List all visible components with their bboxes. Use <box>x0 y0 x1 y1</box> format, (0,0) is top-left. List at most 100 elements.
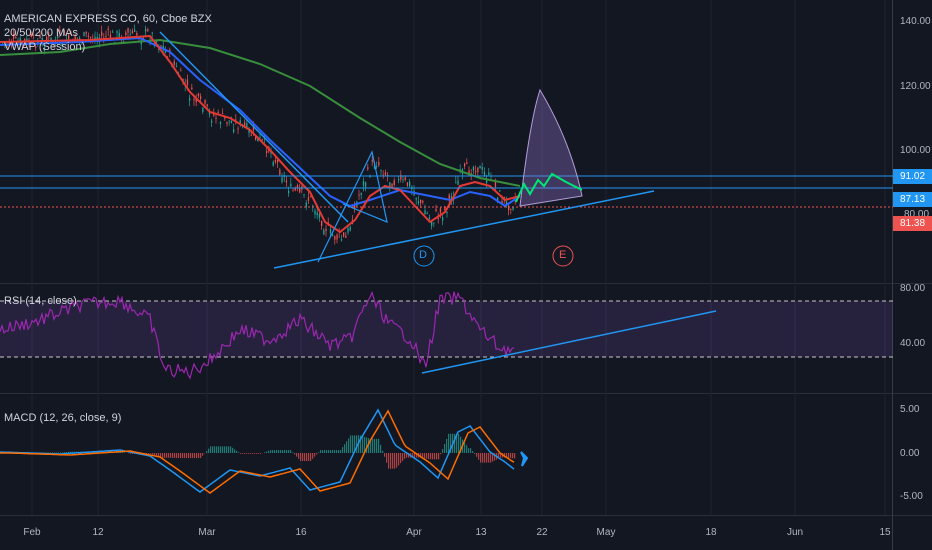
candle-body <box>499 190 501 192</box>
time-label-jun: Jun <box>786 527 804 538</box>
pattern-zigzag[interactable] <box>317 150 388 263</box>
candle-body <box>230 120 233 123</box>
macd-histogram-bar <box>306 453 308 461</box>
rsi-trendline[interactable] <box>421 310 717 374</box>
rsi-legend[interactable]: RSI (14, close) <box>4 294 77 308</box>
symbol-title[interactable]: AMERICAN EXPRESS CO, 60, Cboe BZX <box>4 13 212 25</box>
candle-body <box>169 49 171 52</box>
candle-body <box>285 180 288 183</box>
macd-histogram-bar <box>70 451 72 453</box>
candle-body <box>290 183 292 187</box>
ma-legend[interactable]: 20/50/200 MAs <box>4 27 78 39</box>
candle-body <box>475 171 477 173</box>
candle-body <box>455 182 457 184</box>
candle-body <box>255 134 257 140</box>
downtrend-line[interactable] <box>159 31 349 223</box>
candle-body <box>477 167 479 173</box>
macd-histogram-bar <box>508 453 510 458</box>
candle-body <box>334 236 336 240</box>
candle-body <box>250 134 252 136</box>
macd-histogram-bar <box>282 450 284 453</box>
candle-body <box>389 182 391 187</box>
macd-histogram-bar <box>56 452 58 453</box>
candle-body <box>512 207 514 210</box>
candle-body <box>96 37 98 40</box>
macd-histogram-bar <box>482 453 484 463</box>
pane-separator-main-rsi[interactable] <box>0 283 932 284</box>
candle-body <box>439 208 442 213</box>
candle-body <box>307 197 310 201</box>
candle-body <box>87 35 90 37</box>
candle-body <box>501 200 503 204</box>
candle-body <box>325 228 327 231</box>
candle-body <box>134 29 136 32</box>
candle-body <box>466 162 468 165</box>
macd-histogram-bar <box>406 453 408 458</box>
rsi-legend-label[interactable]: RSI (14, close) <box>4 295 77 307</box>
macd-legend[interactable]: MACD (12, 26, close, 9) <box>4 411 121 425</box>
projection-path[interactable] <box>515 172 583 203</box>
macd-histogram-bar <box>340 450 342 453</box>
candle-body <box>376 166 378 168</box>
candle-body <box>431 221 433 226</box>
uptrend-line[interactable] <box>273 190 655 269</box>
candle-body <box>349 226 351 231</box>
candle-body <box>442 217 444 221</box>
macd-histogram-bar <box>194 453 196 459</box>
candle-body <box>213 113 215 116</box>
macd-histogram-bar <box>326 450 328 453</box>
candle-body <box>248 128 250 133</box>
vwap-legend[interactable]: VWAP (Session) <box>4 41 86 53</box>
price-tag-81: 81.38 <box>893 216 932 231</box>
macd-legend-label[interactable]: MACD (12, 26, close, 9) <box>4 412 122 424</box>
macd-histogram-bar <box>514 453 516 459</box>
macd-projection-marker[interactable] <box>520 451 529 467</box>
macd-histogram-bar <box>54 452 56 453</box>
macd-histogram-bar <box>240 453 242 454</box>
macd-histogram-bar <box>304 453 306 461</box>
macd-histogram-bar <box>472 451 474 453</box>
candle-body <box>497 197 499 201</box>
macd-histogram-bar <box>182 453 184 459</box>
candle-body <box>79 37 81 41</box>
candle-body <box>345 235 347 238</box>
macd-histogram-bar <box>308 453 310 461</box>
macd-histogram-bar <box>350 435 352 453</box>
macd-histogram-bar <box>214 446 216 453</box>
macd-histogram-bar <box>232 447 234 453</box>
marker-d-circle[interactable] <box>413 245 435 267</box>
macd-histogram-bar <box>174 453 176 458</box>
candle-body <box>373 166 376 169</box>
candle-body <box>193 98 195 101</box>
candle-body <box>147 29 149 32</box>
price-tag-91: 91.02 <box>893 169 932 184</box>
candle-body <box>83 32 85 37</box>
candle-body <box>244 122 246 127</box>
candle-body <box>459 169 461 171</box>
candle-body <box>70 31 72 34</box>
macd-histogram-bar <box>382 450 384 453</box>
candle-body <box>43 47 46 51</box>
macd-histogram-bar <box>434 453 436 460</box>
macd-histogram-bar <box>402 453 404 461</box>
macd-histogram-bar <box>408 453 410 458</box>
candle-body <box>206 104 208 107</box>
candle-body <box>200 96 202 99</box>
macd-histogram-bar <box>390 453 392 469</box>
main-legend[interactable]: AMERICAN EXPRESS CO, 60, Cboe BZX 20/50/… <box>4 12 212 54</box>
macd-histogram-bar <box>428 453 430 459</box>
candle-body <box>347 228 349 233</box>
projection-arc-fill[interactable] <box>519 88 583 207</box>
pane-separator-rsi-macd[interactable] <box>0 393 932 394</box>
candle-body <box>195 98 197 102</box>
candle-body <box>433 222 435 224</box>
candle-body <box>448 194 450 200</box>
macd-histogram-bar <box>348 438 350 453</box>
macd-histogram-bar <box>328 450 330 453</box>
marker-e-circle[interactable] <box>552 245 574 267</box>
macd-histogram-bar <box>322 450 324 453</box>
candle-body <box>63 30 65 36</box>
macd-histogram-bar <box>346 441 348 453</box>
candle-body <box>215 117 217 119</box>
